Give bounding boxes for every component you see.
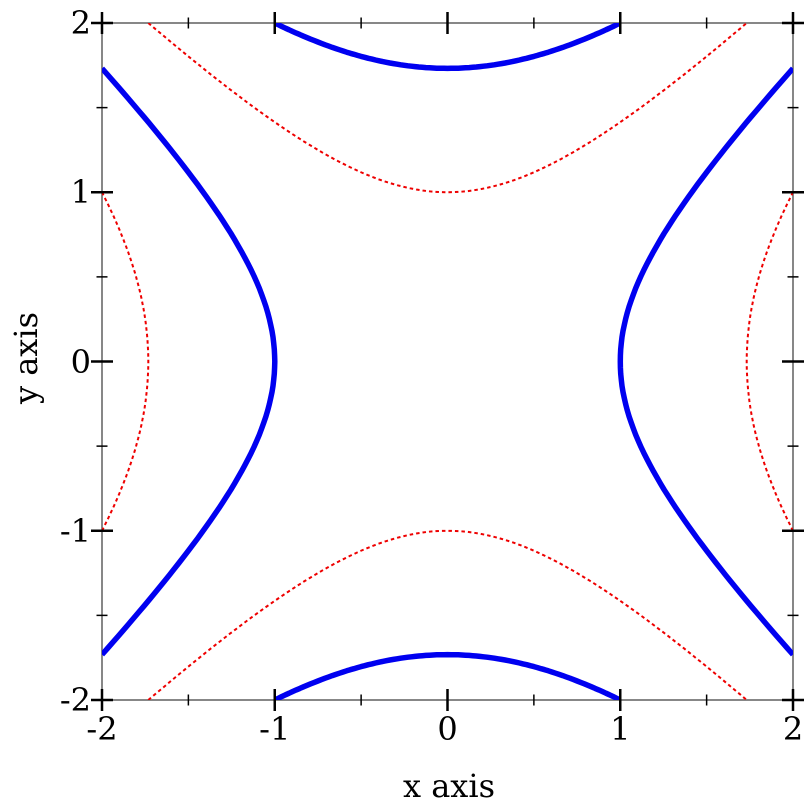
- x-tick-label: -2: [86, 710, 118, 748]
- isoline-level--3: [273, 23, 622, 72]
- y-tick-label: -1: [59, 511, 91, 550]
- y-tick-label: 1: [70, 173, 91, 212]
- isoline-level-3: [102, 191, 150, 532]
- x-tick-label: 0: [437, 710, 458, 748]
- isoline-level--1: [147, 529, 748, 700]
- isoline-level--3: [273, 651, 622, 700]
- y-tick-label: -2: [59, 681, 91, 719]
- x-tick-label: 1: [610, 710, 631, 748]
- x-axis-label: x axis: [403, 767, 495, 805]
- y-tick-label: 2: [70, 4, 91, 42]
- y-axis-label: y axis: [7, 311, 45, 405]
- isoline-level-3: [745, 191, 793, 532]
- axis-ticks: [91, 12, 804, 711]
- x-tick-label: -1: [259, 710, 291, 748]
- isoline-curves: [102, 23, 793, 700]
- isoline-level-1: [102, 66, 278, 657]
- y-tick-label: 0: [70, 342, 91, 381]
- isoline-level-1: [617, 66, 793, 657]
- isoline-level--1: [147, 23, 748, 194]
- x-tick-label: 2: [782, 710, 804, 748]
- plot-frame: [101, 22, 794, 701]
